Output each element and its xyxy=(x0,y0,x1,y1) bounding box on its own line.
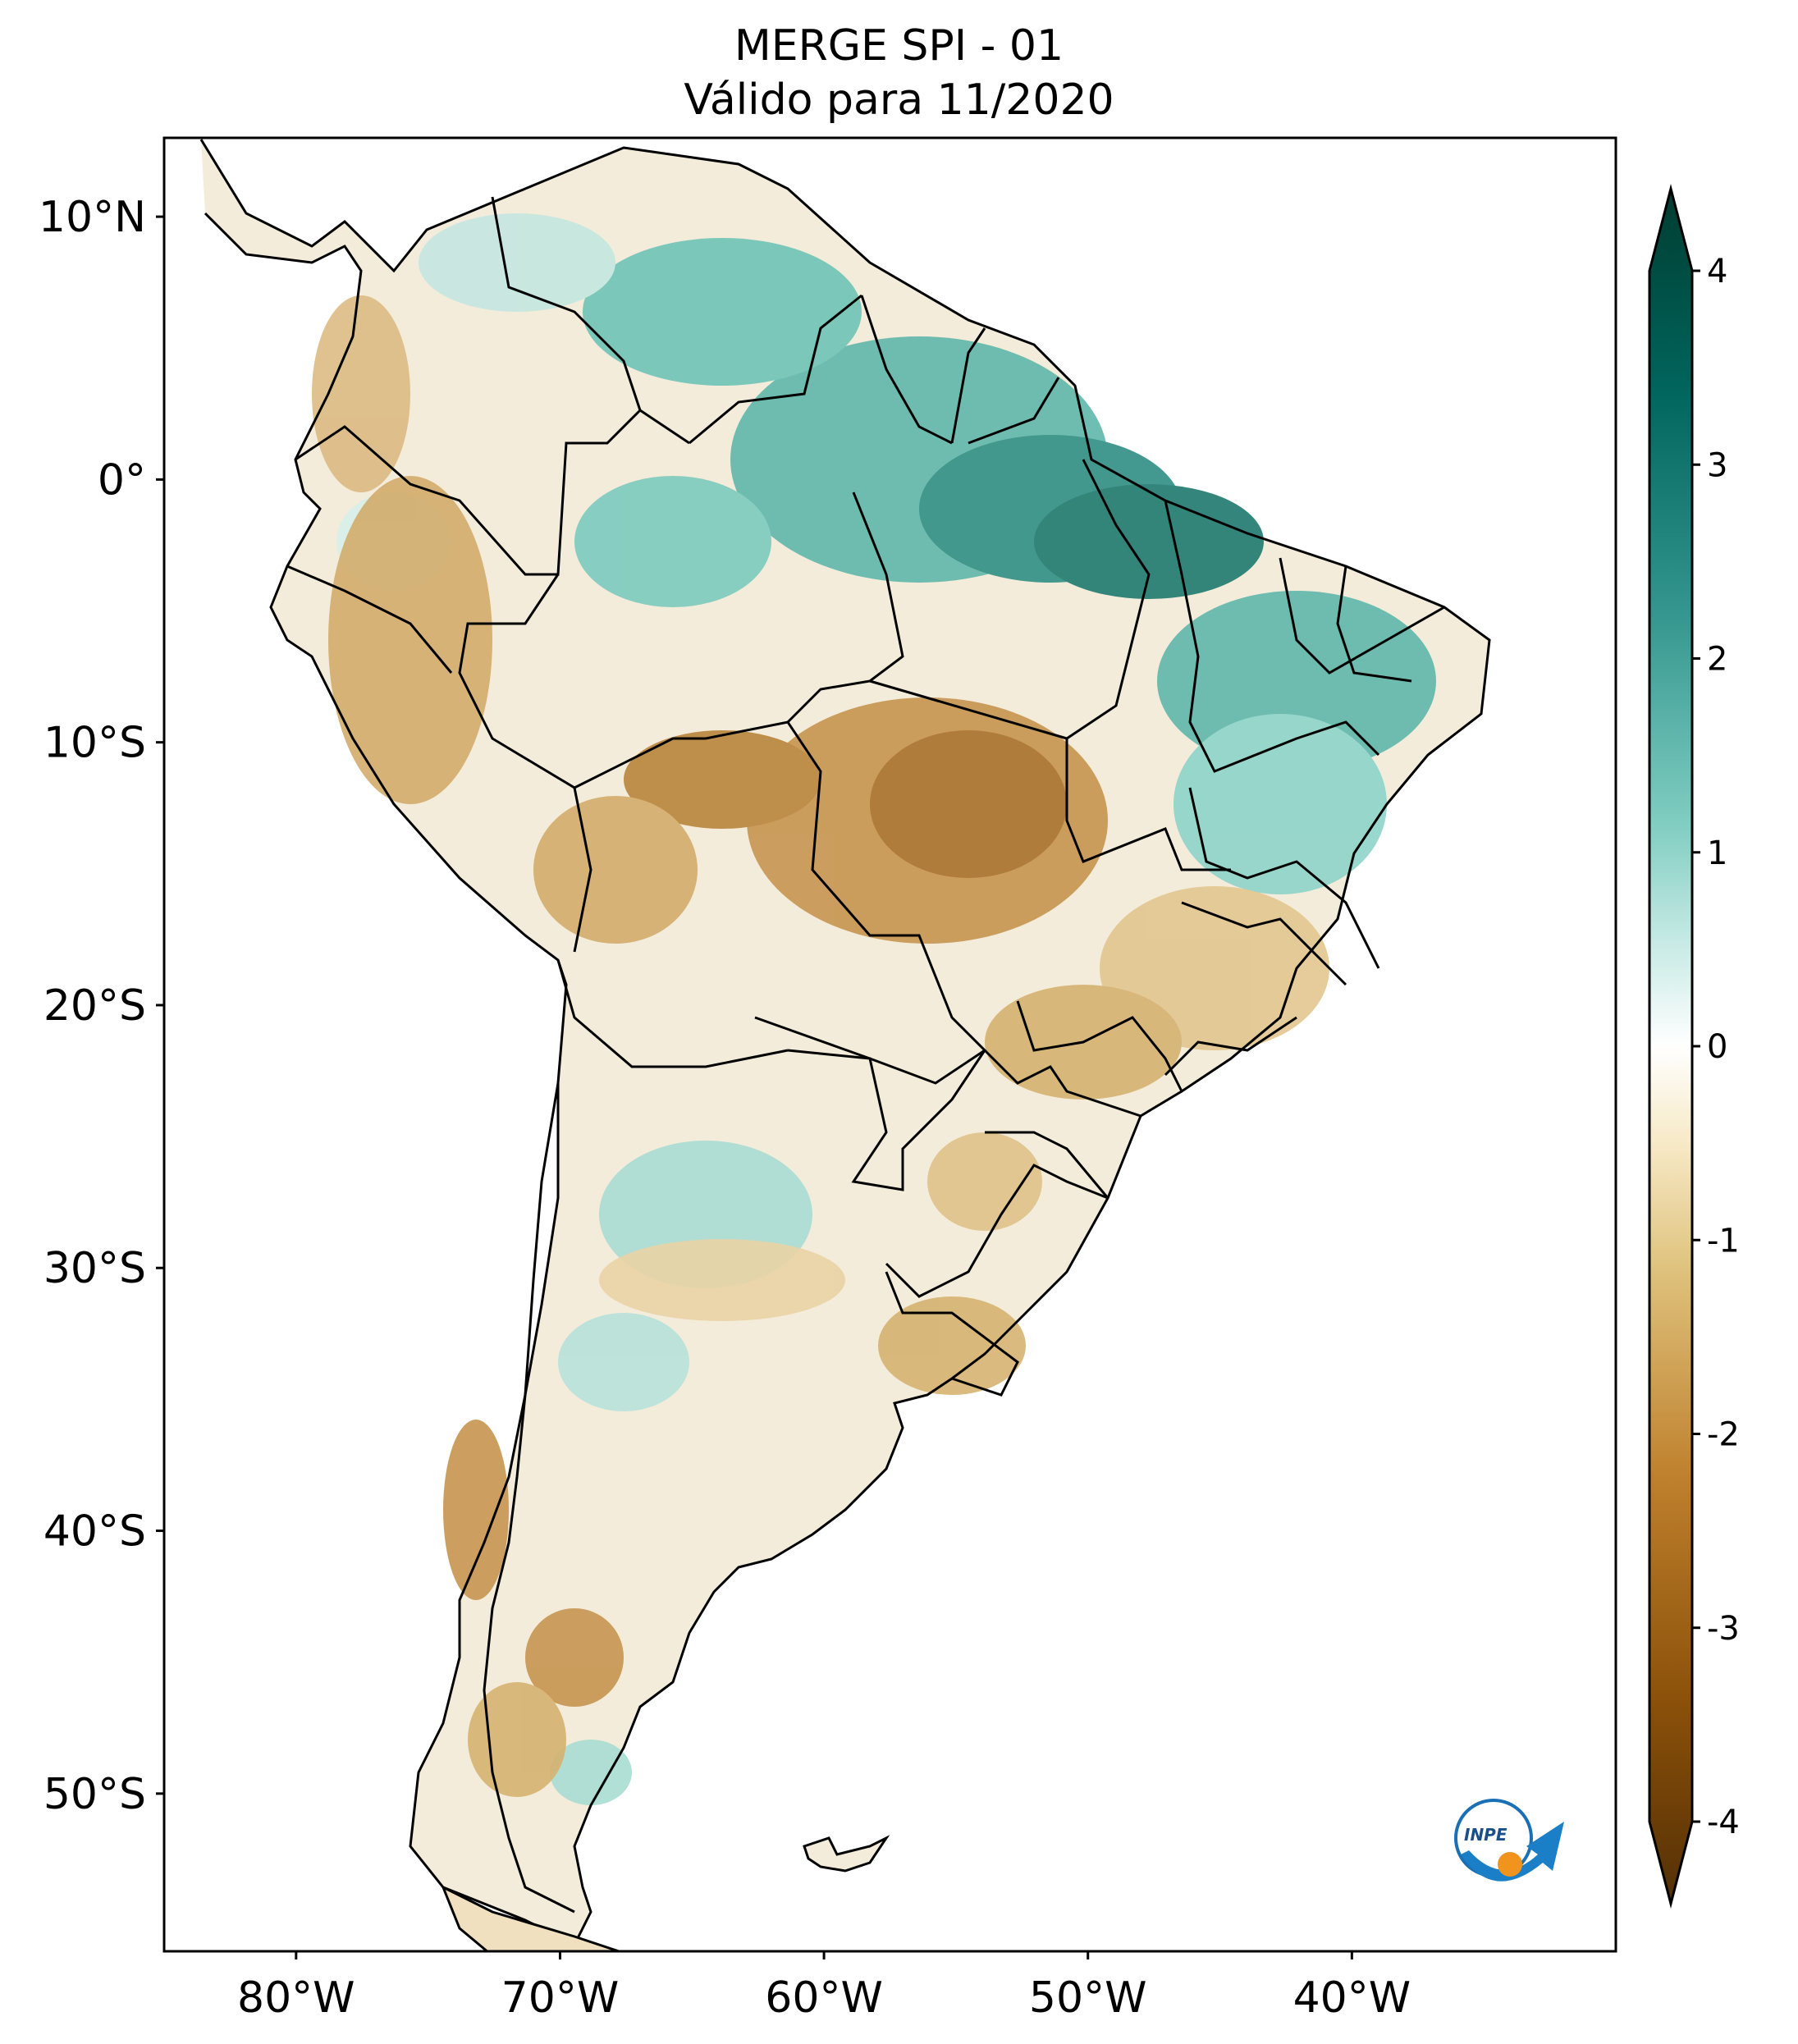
colorbar-tick-label: 0 xyxy=(1707,1028,1727,1066)
inpe-logo-graphic xyxy=(1454,1799,1564,1882)
map-panel xyxy=(164,138,1616,1951)
lat-tick-label: 50°S xyxy=(43,1770,146,1819)
lon-tick-label: 50°W xyxy=(1029,1973,1147,2023)
colorbar-tick-label: -3 xyxy=(1707,1610,1740,1648)
colorbar-tick-label: 3 xyxy=(1707,446,1727,484)
lat-tick-label: 0° xyxy=(98,455,146,505)
colorbar-ticks: 4 3 2 1 0 -1 -2 -3 -4 xyxy=(1692,253,1740,1841)
colorbar-tick-label: -4 xyxy=(1707,1804,1740,1841)
map-frame xyxy=(162,136,1617,1953)
longitude-axis: 80°W 70°W 60°W 50°W 40°W xyxy=(237,1951,1411,2023)
map-subtitle: Válido para 11/2020 xyxy=(684,75,1114,125)
map-title: MERGE SPI - 01 xyxy=(734,21,1064,71)
colorbar-bar xyxy=(1648,184,1694,1909)
lon-tick-label: 80°W xyxy=(237,1973,355,2023)
lat-tick-label: 10°N xyxy=(39,193,146,242)
inpe-logo-text: INPE xyxy=(1464,1825,1507,1845)
lon-tick-label: 60°W xyxy=(765,1973,883,2023)
inpe-logo: INPE xyxy=(1444,1789,1576,1895)
lat-tick-label: 30°S xyxy=(43,1244,146,1293)
colorbar-tick-label: 2 xyxy=(1707,641,1727,679)
political-borders xyxy=(199,139,1491,1951)
lon-tick-label: 70°W xyxy=(501,1973,620,2023)
lat-tick-label: 40°S xyxy=(43,1507,146,1557)
dry-anomaly-central xyxy=(312,295,1329,1797)
colorbar-tick-label: -1 xyxy=(1707,1222,1740,1260)
colorbar: 4 3 2 1 0 -1 -2 -3 -4 xyxy=(1648,184,1740,1909)
latitude-axis: 10°N 0° 10°S 20°S 30°S 40°S 50°S xyxy=(39,193,164,1819)
lat-tick-label: 20°S xyxy=(43,981,146,1031)
lat-tick-label: 10°S xyxy=(43,719,146,768)
colorbar-tick-label: -2 xyxy=(1707,1416,1740,1454)
lon-tick-label: 40°W xyxy=(1293,1973,1411,2023)
colorbar-tick-label: 4 xyxy=(1707,253,1727,290)
colorbar-tick-label: 1 xyxy=(1707,835,1727,872)
